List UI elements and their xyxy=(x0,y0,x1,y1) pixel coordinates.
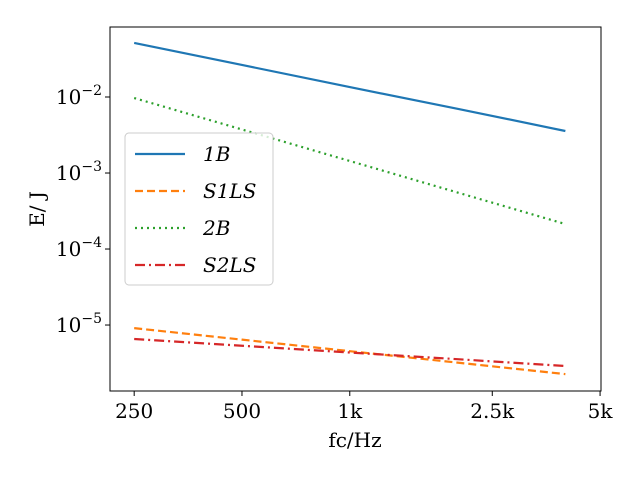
legend-label: S2LS xyxy=(203,253,256,277)
series-line xyxy=(133,41,566,133)
tick-exponent: −3 xyxy=(81,159,102,175)
legend-label: S1LS xyxy=(203,179,256,203)
x-tick-label: 500 xyxy=(223,399,261,423)
legend-box xyxy=(124,132,274,286)
series-line xyxy=(134,337,566,368)
y-tick-label: 10−3 xyxy=(56,159,102,185)
x-tick-label: 5k xyxy=(588,399,614,423)
legend-label: 1B xyxy=(203,142,230,166)
y-axis-label: E/ J xyxy=(25,191,49,227)
tick-base: 10 xyxy=(56,85,81,109)
tick-exponent: −2 xyxy=(81,83,102,99)
tick-base: 10 xyxy=(56,237,81,261)
legend-label: 2B xyxy=(202,216,230,240)
tick-exponent: −5 xyxy=(81,311,102,327)
tick-base: 10 xyxy=(56,313,81,337)
series-line xyxy=(134,327,566,376)
y-tick-label: 10−5 xyxy=(56,311,102,337)
tick-exponent: −4 xyxy=(81,235,102,251)
x-tick-label: 1k xyxy=(337,399,363,423)
y-tick-label: 10−2 xyxy=(56,83,102,109)
x-tick-label: 250 xyxy=(115,399,153,423)
tick-base: 10 xyxy=(56,161,81,185)
x-axis-label: fc/Hz xyxy=(328,428,381,452)
y-tick-label: 10−4 xyxy=(56,235,102,261)
plot-frame xyxy=(109,26,602,392)
x-tick-label: 2.5k xyxy=(470,399,515,423)
